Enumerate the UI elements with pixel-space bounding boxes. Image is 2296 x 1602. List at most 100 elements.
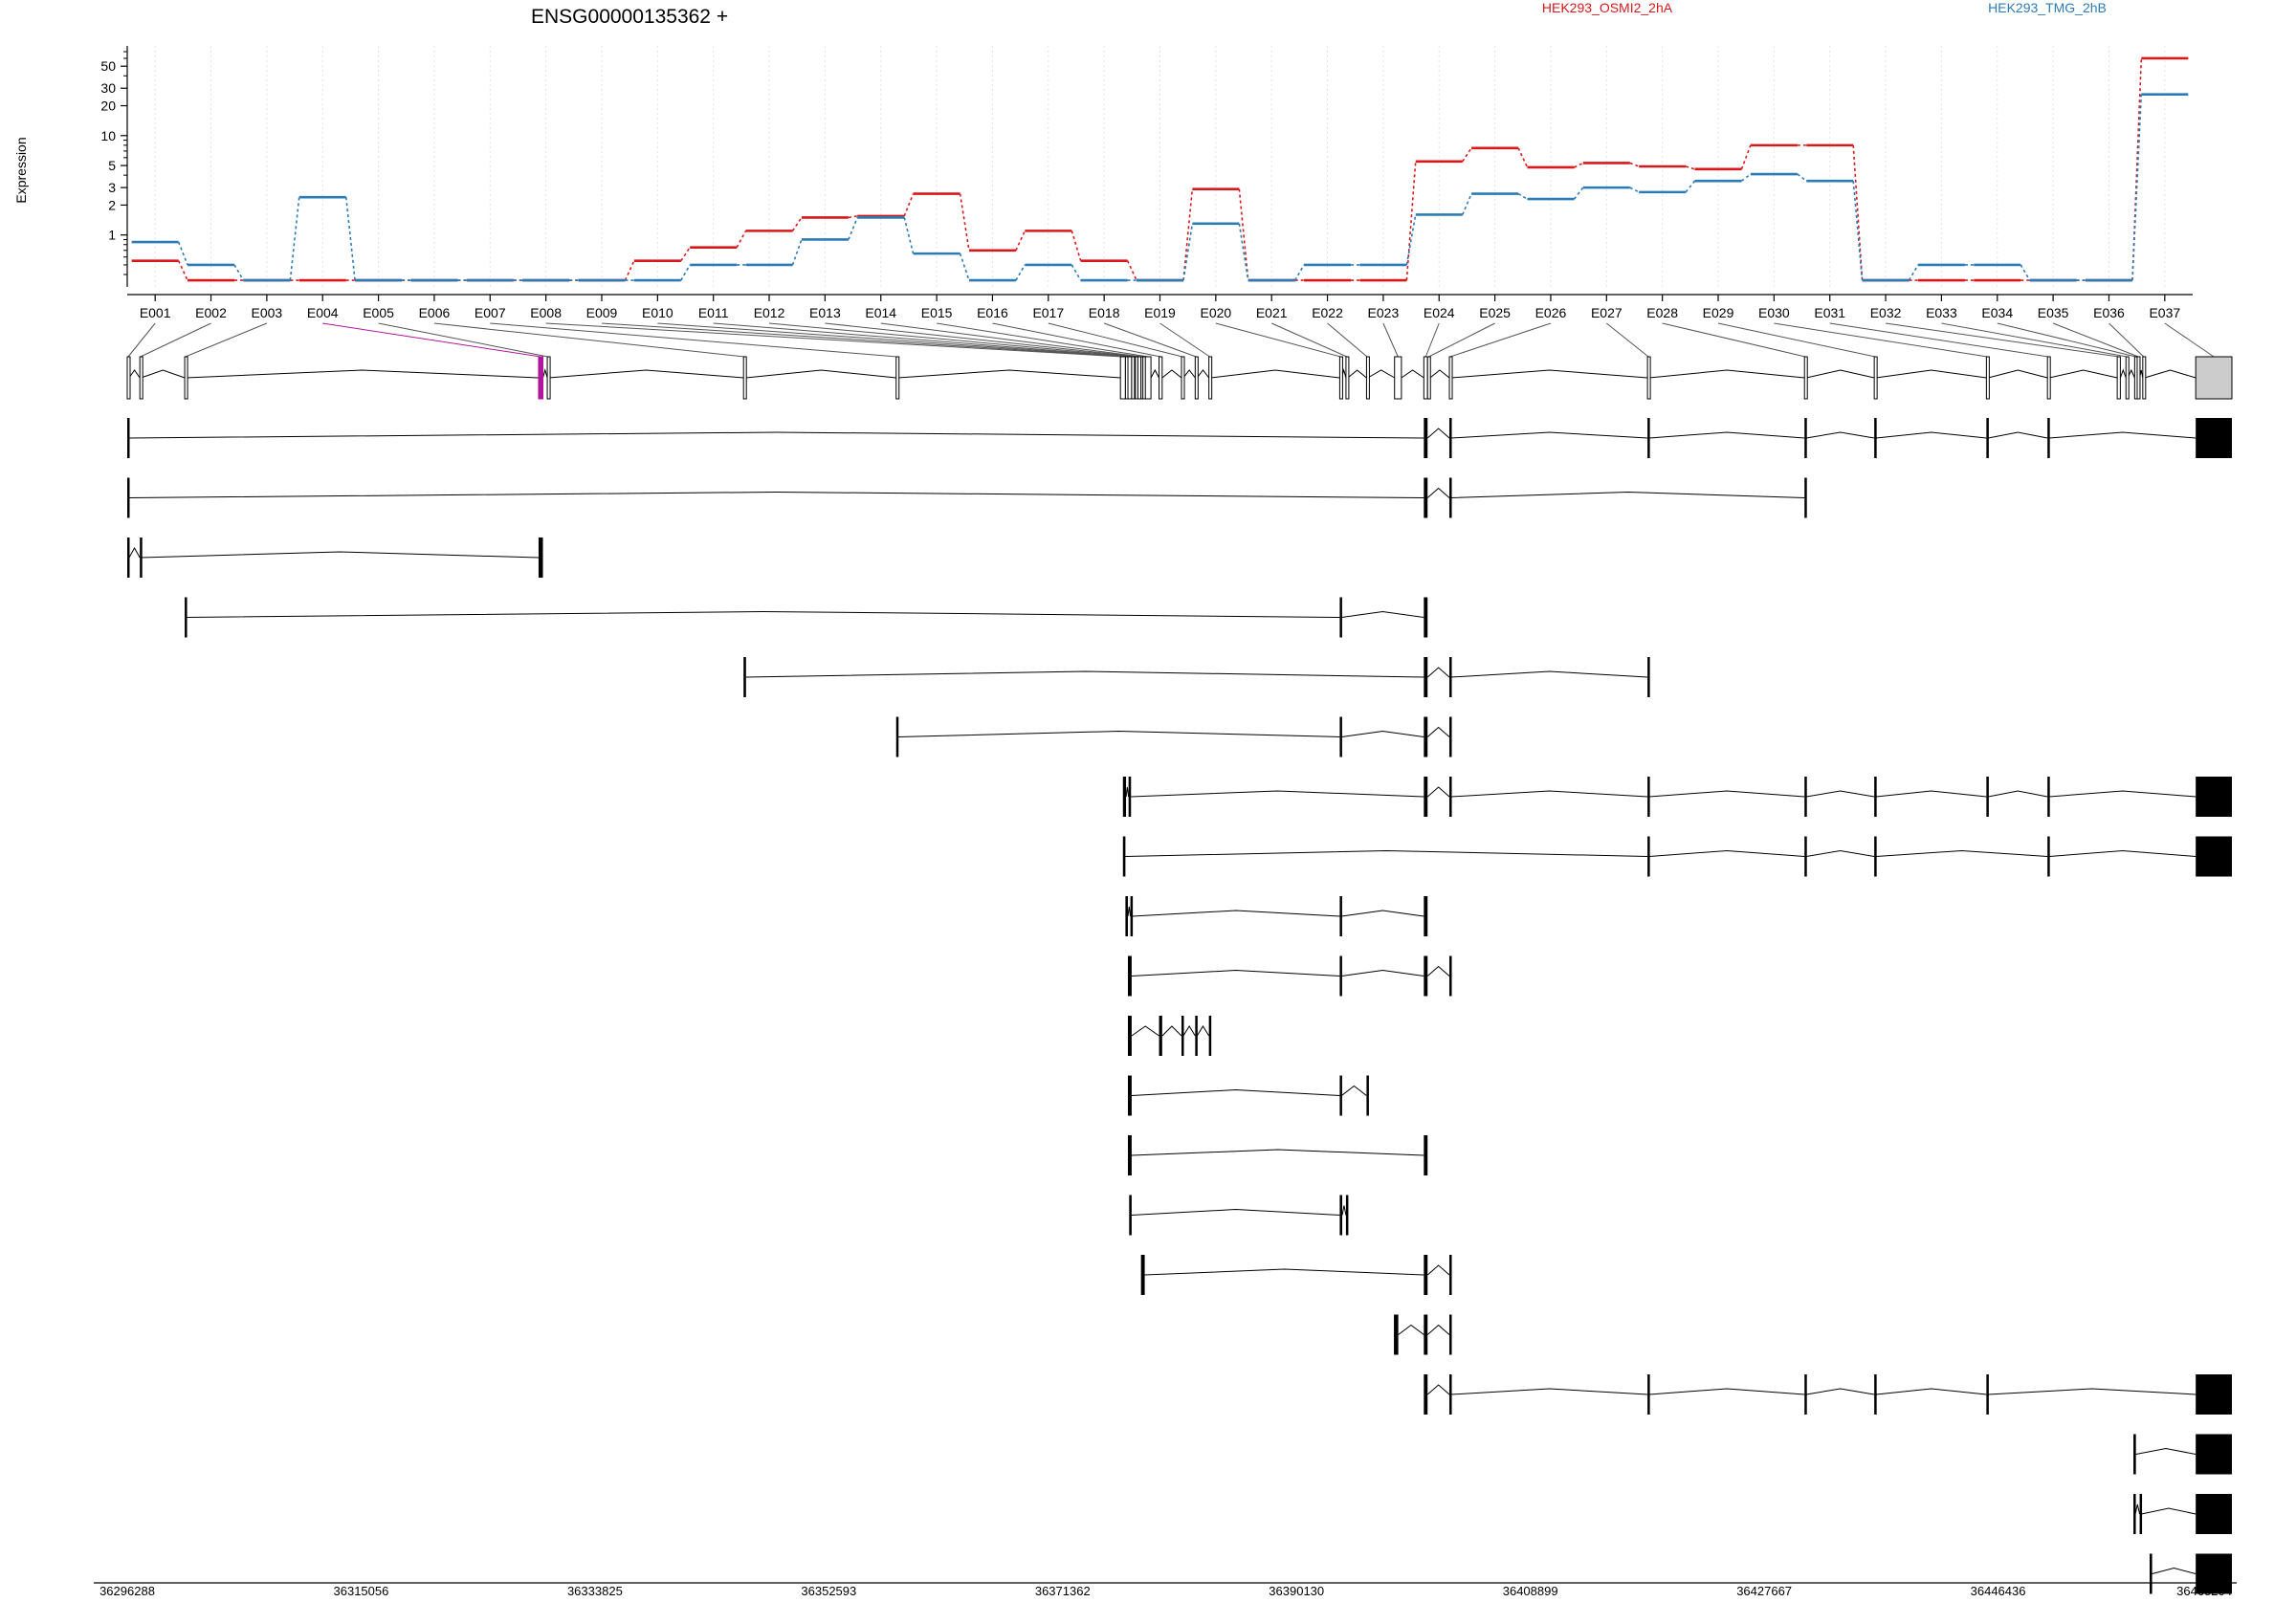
transcript-14 [1129,1195,1349,1236]
genome-tick-label: 36333825 [567,1584,623,1597]
series-connector [680,247,691,262]
transcript-intron [128,431,1424,439]
exon-box-e003 [184,356,188,400]
transcript-exon [2196,1494,2232,1534]
x-tick-label-e035: E035 [2038,305,2069,320]
transcript-exon [185,597,188,638]
transcript-exon [1339,716,1342,757]
x-tick-label-e015: E015 [921,305,953,320]
series-connector [2020,264,2031,281]
series-connector [1294,264,1305,281]
exon-link-e014 [880,322,1142,358]
transcript-intron [1131,790,1424,798]
exon-box-e004 [538,356,544,400]
transcript-intron [1426,726,1450,737]
intron-line [1150,368,1160,379]
exon-link-e016 [992,322,1161,358]
chart-title: ENSG00000135362 + [531,6,728,28]
exon-link-e023 [1382,322,1399,358]
transcript-intron [2135,1447,2197,1455]
transcript-intron [897,730,1340,737]
transcript-exon [1449,777,1452,817]
series-connector [1741,173,1752,182]
series-connector [848,215,858,219]
intron-line [2144,369,2197,379]
transcript-1 [127,418,2232,458]
x-tick-label-e019: E019 [1144,305,1176,320]
transcript-intron [2049,431,2197,439]
series-connector [1629,162,1640,167]
intron-line [1182,369,1196,379]
transcript-19 [2133,1494,2232,1534]
intron-line [186,369,539,379]
transcript-exon [1125,896,1129,936]
series-connector [177,260,188,281]
intron-line [1367,369,1395,379]
transcript-exon [2139,1494,2143,1534]
transcript-exon [2047,836,2050,877]
x-tick-label-e014: E014 [865,305,896,320]
exon-box-e031 [2046,356,2051,400]
series-connector [903,193,915,217]
transcript-exon [1804,1374,1807,1415]
transcript-intron [1876,431,1987,439]
exon-link-e002 [140,322,211,358]
x-tick-label-e012: E012 [754,305,785,320]
series-connector [1405,214,1417,266]
transcript-intron [1988,1388,2197,1395]
transcript-exon [1424,777,1428,817]
x-tick-label-e029: E029 [1703,305,1734,320]
transcript-exon [1424,955,1428,997]
genome-tick-label: 36427667 [1736,1584,1792,1597]
transcript-exon [2149,1553,2152,1594]
transcript-exon [2196,1434,2232,1475]
transcript-exon [1159,1016,1162,1056]
transcript-exon [538,538,543,578]
transcript-exon [1424,1255,1428,1295]
intron-line [548,369,744,379]
intron-line [1806,369,1875,379]
intron-line [745,369,896,379]
transcript-exon [2196,836,2232,877]
transcript-intron [1341,969,1424,977]
exon-box-e011 [1131,356,1136,400]
transcript-intron [1876,1388,1987,1395]
transcript-exon [1181,1016,1184,1056]
exon-box-e017 [1181,356,1185,400]
exon-box-e018 [1194,356,1199,400]
y-tick-label: 20 [100,99,116,114]
exon-link-e036 [2108,322,2145,358]
exon-box-e024 [1423,356,1428,400]
transcript-intron [1426,487,1450,498]
transcript-exon [1449,418,1452,458]
transcript-7 [1122,777,2232,817]
transcript-exon [2196,418,2232,458]
transcript-2 [127,477,1807,518]
transcript-exon [1129,1195,1132,1236]
transcript-intron [1450,1388,1648,1395]
genome-tick-label: 36408899 [1503,1584,1558,1597]
transcript-intron [128,491,1424,498]
series-connector [1908,264,1919,281]
exon-link-e005 [378,322,548,358]
transcript-exon [1424,597,1428,638]
transcript-intron [2152,1567,2197,1574]
transcript-exon [1424,418,1428,458]
series-connector [736,230,747,249]
series-connector [1071,264,1082,281]
transcript-exon [2196,777,2232,817]
series-connector [959,252,970,281]
series-connector [903,217,915,254]
transcript-9 [1125,896,1428,936]
series-connector [1015,230,1027,252]
exon-box-e032 [2116,356,2121,400]
transcript-exon [1128,1075,1132,1116]
transcript-intron [1426,786,1450,798]
x-tick-label-e018: E018 [1089,305,1120,320]
exon-box-e016 [1159,356,1163,400]
exon-box-e030 [1985,356,1990,400]
x-tick-label-e004: E004 [307,305,339,320]
x-tick-label-e016: E016 [977,305,1008,320]
transcript-intron [128,546,141,559]
